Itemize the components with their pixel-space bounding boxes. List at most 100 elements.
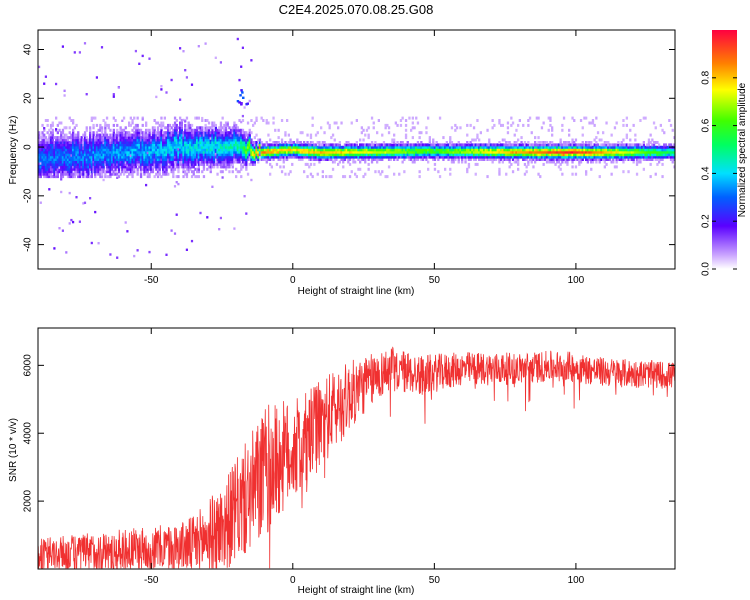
heatmap-cell xyxy=(248,155,251,159)
heatmap-cell xyxy=(559,158,562,161)
heatmap-cell xyxy=(420,145,423,149)
heatmap-cell xyxy=(238,170,241,174)
heatmap-cell xyxy=(87,175,90,179)
heatmap-cell xyxy=(196,128,199,132)
heatmap-cell xyxy=(77,158,80,161)
heatmap-cell xyxy=(399,123,403,127)
heatmap-cell xyxy=(530,145,533,149)
heatmap-cell xyxy=(527,143,530,147)
heatmap-cell xyxy=(172,131,175,135)
heatmap-noise-cell xyxy=(209,136,212,139)
heatmap-cell xyxy=(559,141,562,144)
heatmap-cell xyxy=(372,126,375,130)
heatmap-cell xyxy=(97,170,100,174)
heatmap-cell xyxy=(362,175,365,179)
heatmap-noise-cell xyxy=(146,151,149,155)
heatmap-cell xyxy=(209,160,212,164)
heatmap-cell xyxy=(184,141,187,144)
heatmap-cell xyxy=(673,150,675,154)
heatmap-cell xyxy=(133,155,136,159)
heatmap-cell xyxy=(119,133,122,137)
heatmap-cell xyxy=(421,145,425,149)
heatmap-cell xyxy=(588,141,591,144)
heatmap-cell xyxy=(49,165,53,169)
heatmap-cell xyxy=(48,133,51,137)
heatmap-cell xyxy=(362,128,365,132)
heatmap-cell xyxy=(258,141,262,144)
heatmap-cell xyxy=(508,145,511,149)
heatmap-cell xyxy=(151,133,155,137)
heatmap-cell xyxy=(466,153,469,157)
heatmap-cell xyxy=(605,155,608,159)
heatmap-cell xyxy=(376,145,379,149)
heatmap-cell xyxy=(126,162,129,166)
heatmap-cell xyxy=(145,155,148,159)
heatmap-cell xyxy=(172,155,175,159)
heatmap-cell xyxy=(635,158,639,161)
heatmap-cell xyxy=(168,148,172,152)
heatmap-cell xyxy=(454,123,457,127)
heatmap-cell xyxy=(236,170,239,174)
heatmap-cell xyxy=(179,116,182,120)
heatmap-cell xyxy=(87,172,90,176)
heatmap-cell xyxy=(669,123,673,127)
heatmap-cell xyxy=(593,158,596,161)
heatmap-cell xyxy=(279,158,282,161)
heatmap-cell xyxy=(128,138,131,142)
heatmap-cell xyxy=(503,148,506,152)
heatmap-cell xyxy=(77,133,80,137)
heatmap-cell xyxy=(269,162,272,166)
heatmap-cell xyxy=(116,133,119,137)
heatmap-cell xyxy=(488,138,491,142)
heatmap-cell xyxy=(61,131,65,135)
heatmap-cell xyxy=(150,150,153,154)
heatmap-cell xyxy=(326,158,330,161)
heatmap-cell xyxy=(590,143,593,147)
heatmap-cell xyxy=(255,116,258,120)
heatmap-cell xyxy=(486,175,489,179)
heatmap-cell xyxy=(472,150,476,154)
heatmap-cell xyxy=(556,153,559,157)
spectrogram-x-label: Height of straight line (km) xyxy=(298,286,415,297)
heatmap-cell xyxy=(182,138,185,142)
heatmap-cell xyxy=(109,153,112,157)
heatmap-cell xyxy=(639,143,642,147)
heatmap-cell xyxy=(44,145,48,149)
heatmap-cell xyxy=(126,150,129,154)
heatmap-cell xyxy=(472,143,476,147)
heatmap-cell xyxy=(129,133,132,137)
heatmap-cell xyxy=(393,148,396,152)
heatmap-cell xyxy=(559,155,562,159)
heatmap-cell xyxy=(138,131,141,135)
heatmap-cell xyxy=(450,148,454,152)
heatmap-cell xyxy=(141,136,144,140)
heatmap-cell xyxy=(666,155,669,159)
heatmap-cell xyxy=(478,158,481,161)
heatmap-cell xyxy=(111,172,114,176)
heatmap-cell xyxy=(173,126,177,130)
heatmap-cell xyxy=(185,136,189,140)
heatmap-cell xyxy=(184,158,187,161)
heatmap-cell xyxy=(66,165,70,169)
heatmap-cell xyxy=(162,138,165,142)
heatmap-cell xyxy=(116,160,119,164)
heatmap-cell xyxy=(179,158,182,161)
heatmap-cell xyxy=(583,143,586,147)
heatmap-cell xyxy=(590,155,593,159)
heatmap-cell xyxy=(476,145,479,149)
heatmap-cell xyxy=(99,133,102,137)
heatmap-cell xyxy=(121,138,124,142)
heatmap-cell xyxy=(213,133,216,137)
heatmap-cell xyxy=(309,148,313,152)
heatmap-cell xyxy=(87,162,90,166)
heatmap-noise-cell xyxy=(41,169,44,172)
heatmap-cell xyxy=(85,126,88,130)
heatmap-noise-cell xyxy=(39,162,42,165)
heatmap-cell xyxy=(296,150,299,154)
heatmap-cell xyxy=(155,136,158,140)
heatmap-cell xyxy=(593,138,596,142)
heatmap-cell xyxy=(554,153,557,157)
heatmap-cell xyxy=(168,131,172,135)
heatmap-cell xyxy=(527,119,530,122)
heatmap-cell xyxy=(160,143,163,147)
